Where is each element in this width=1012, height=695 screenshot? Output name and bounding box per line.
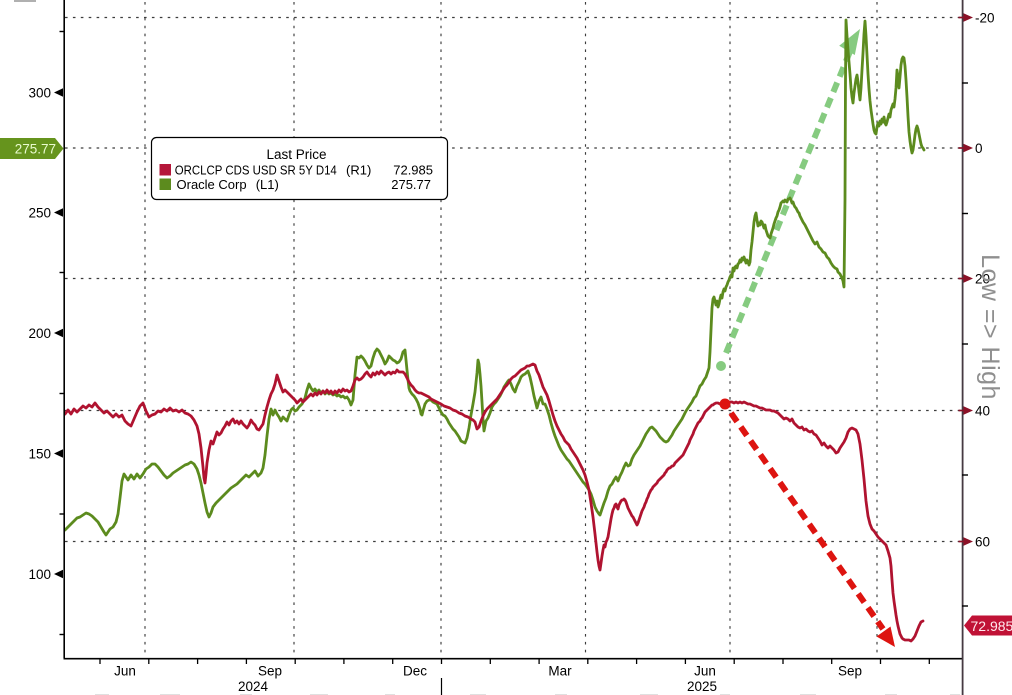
svg-text:2025: 2025 <box>687 679 717 694</box>
svg-text:20: 20 <box>975 272 990 287</box>
svg-text:72.985: 72.985 <box>393 163 433 178</box>
svg-text:40: 40 <box>975 404 990 419</box>
svg-text:275.77: 275.77 <box>391 177 431 192</box>
svg-text:Jun: Jun <box>694 664 716 679</box>
svg-text:275.77: 275.77 <box>15 142 56 157</box>
svg-text:Jun: Jun <box>114 664 136 679</box>
svg-text:200: 200 <box>28 326 51 341</box>
svg-text:300: 300 <box>28 86 51 101</box>
svg-text:Last Price: Last Price <box>266 147 326 162</box>
svg-text:Sep: Sep <box>838 664 862 679</box>
svg-text:(R1): (R1) <box>346 163 371 178</box>
svg-text:2024: 2024 <box>238 679 269 694</box>
svg-text:Sep: Sep <box>258 664 282 679</box>
svg-text:60: 60 <box>975 535 990 550</box>
svg-text:Mar: Mar <box>548 664 572 679</box>
svg-text:Dec: Dec <box>403 664 427 679</box>
svg-text:Low => High: Low => High <box>976 254 1004 400</box>
svg-text:ORCLCP CDS USD SR 5Y D14: ORCLCP CDS USD SR 5Y D14 <box>175 163 337 178</box>
svg-text:72.985: 72.985 <box>971 618 1012 634</box>
svg-text:0: 0 <box>975 141 983 156</box>
svg-text:(L1): (L1) <box>256 177 279 192</box>
svg-text:100: 100 <box>28 567 51 582</box>
svg-text:150: 150 <box>28 447 51 462</box>
svg-text:250: 250 <box>28 206 51 221</box>
svg-text:-20: -20 <box>975 11 995 26</box>
svg-text:Oracle Corp: Oracle Corp <box>177 177 247 192</box>
